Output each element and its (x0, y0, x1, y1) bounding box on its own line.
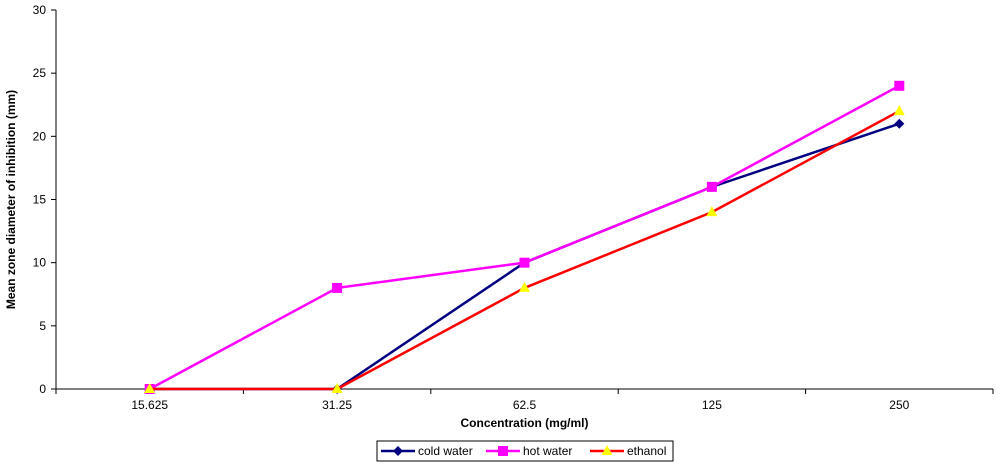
y-tick-label: 10 (33, 256, 47, 270)
x-tick-label: 15.625 (131, 398, 168, 412)
legend-box (376, 440, 674, 462)
legend-label: ethanol (627, 444, 666, 458)
legend-item-cold-water: cold water (381, 444, 473, 458)
data-point-ethanol (331, 383, 343, 393)
series-hot-water (144, 80, 905, 394)
x-axis-ticks: 15.625 31.25 62.5 125 250 (55, 389, 994, 412)
y-tick-label: 30 (33, 3, 47, 17)
legend: cold water hot water ethanol (376, 440, 674, 462)
x-tick-label: 125 (702, 398, 722, 412)
y-axis-title: Mean zone diameter of inhibition (mm) (4, 90, 18, 309)
legend-item-hot-water: hot water (486, 444, 572, 458)
y-tick-label: 25 (33, 66, 47, 80)
data-point-hot-water (894, 80, 905, 91)
x-tick-label: 250 (889, 398, 909, 412)
y-tick-label: 0 (39, 382, 46, 396)
data-point-ethanol (519, 281, 530, 292)
x-tick-label: 62.5 (513, 398, 537, 412)
legend-label: cold water (418, 444, 473, 458)
data-point-hot-water (706, 181, 717, 192)
y-axis-ticks: 0 5 10 15 20 25 30 (33, 3, 56, 396)
data-point-hot-water (332, 282, 343, 293)
series-layer (144, 80, 905, 394)
data-point-hot-water (519, 257, 530, 268)
data-point-ethanol (706, 206, 718, 217)
series-line-hot-water (149, 84, 900, 391)
x-axis-title: Concentration (mg/ml) (461, 416, 589, 430)
x-tick-label: 31.25 (322, 398, 352, 412)
legend-swatch-marker (498, 446, 508, 456)
series-line-cold-water (149, 122, 900, 391)
legend-swatch-marker (393, 446, 403, 456)
data-point-ethanol (893, 105, 905, 116)
legend-item-ethanol: ethanol (590, 444, 666, 458)
y-tick-label: 15 (33, 193, 47, 207)
series-ethanol (144, 105, 905, 393)
series-line-ethanol (149, 109, 900, 391)
y-tick-label: 5 (39, 319, 46, 333)
data-point-cold-water (894, 118, 905, 129)
legend-label: hot water (523, 444, 572, 458)
y-tick-label: 20 (33, 129, 47, 143)
legend-swatch-marker (601, 445, 613, 455)
data-point-ethanol (144, 383, 156, 393)
series-cold-water (144, 118, 905, 394)
